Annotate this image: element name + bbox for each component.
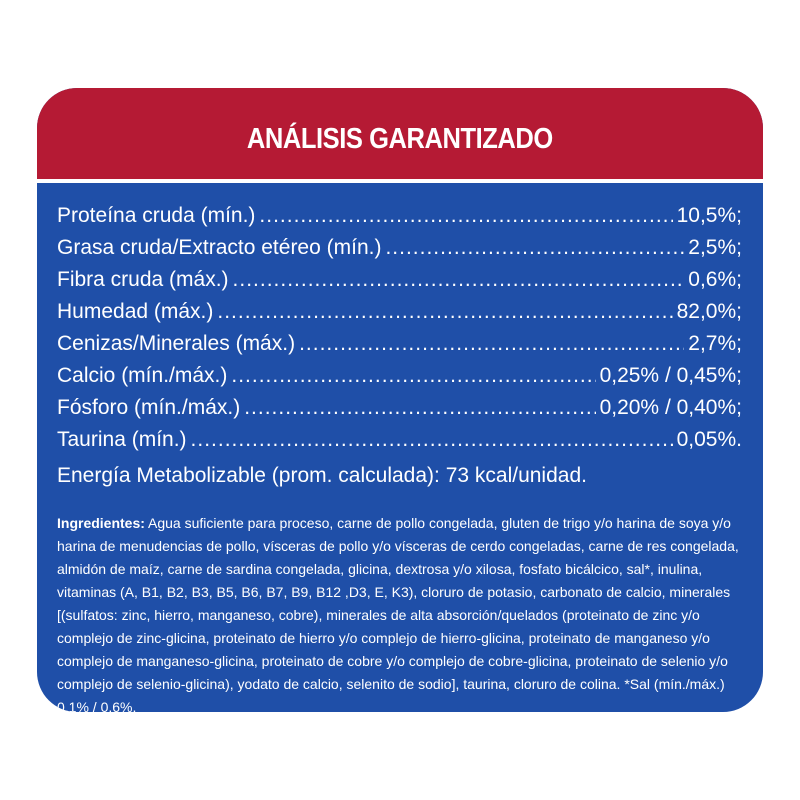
analysis-row-phosphorus: Fósforo (mín./máx.) 0,20% / 0,40%; — [57, 396, 742, 428]
analysis-row-protein: Proteína cruda (mín.) 10,5%; — [57, 204, 742, 236]
analysis-row-moisture: Humedad (máx.) 82,0%; — [57, 300, 742, 332]
analysis-row-value: 2,7%; — [688, 332, 742, 355]
analysis-row-label: Fibra cruda (máx.) — [57, 268, 229, 291]
analysis-row-value: 82,0%; — [676, 300, 742, 323]
analysis-row-value: 0,6%; — [688, 268, 742, 291]
analysis-row-fiber: Fibra cruda (máx.) 0,6%; — [57, 268, 742, 300]
ingredients-text: Agua suficiente para proceso, carne de p… — [57, 515, 739, 712]
analysis-row-label: Humedad (máx.) — [57, 300, 214, 323]
label-title: ANÁLISIS GARANTIZADO — [247, 123, 553, 155]
analysis-row-label: Grasa cruda/Extracto etéreo (mín.) — [57, 236, 382, 259]
analysis-row-value: 0,05%. — [676, 428, 742, 451]
ingredients-label: Ingredientes: — [57, 515, 145, 531]
dot-leader — [385, 236, 684, 260]
analysis-row-calcium: Calcio (mín./máx.) 0,25% / 0,45%; — [57, 364, 742, 396]
analysis-row-label: Fósforo (mín./máx.) — [57, 396, 241, 419]
metabolizable-energy: Energía Metabolizable (prom. calculada):… — [57, 464, 587, 487]
dot-leader — [244, 396, 595, 420]
analysis-row-value: 2,5%; — [688, 236, 742, 259]
dot-leader — [191, 428, 673, 452]
dot-leader — [231, 364, 595, 388]
analysis-row-ash: Cenizas/Minerales (máx.) 2,7%; — [57, 332, 742, 364]
analysis-row-value: 10,5%; — [676, 204, 742, 227]
dot-leader — [299, 332, 684, 356]
dot-leader — [217, 300, 672, 324]
analysis-row-label: Proteína cruda (mín.) — [57, 204, 256, 227]
label-header: ANÁLISIS GARANTIZADO — [37, 88, 763, 183]
ingredients-paragraph: Ingredientes: Agua suficiente para proce… — [57, 512, 745, 712]
analysis-row-value: 0,20% / 0,40%; — [599, 396, 742, 419]
dot-leader — [259, 204, 672, 228]
analysis-row-fat: Grasa cruda/Extracto etéreo (mín.) 2,5%; — [57, 236, 742, 268]
analysis-row-value: 0,25% / 0,45%; — [599, 364, 742, 387]
dot-leader — [233, 268, 685, 292]
analysis-row-taurine: Taurina (mín.) 0,05%. — [57, 428, 742, 460]
guaranteed-analysis-table: Proteína cruda (mín.) 10,5%; Grasa cruda… — [57, 204, 742, 492]
nutrition-label-card: ANÁLISIS GARANTIZADO Proteína cruda (mín… — [37, 88, 763, 712]
analysis-row-label: Calcio (mín./máx.) — [57, 364, 228, 387]
analysis-row-label: Taurina (mín.) — [57, 428, 187, 451]
analysis-row-label: Cenizas/Minerales (máx.) — [57, 332, 296, 355]
